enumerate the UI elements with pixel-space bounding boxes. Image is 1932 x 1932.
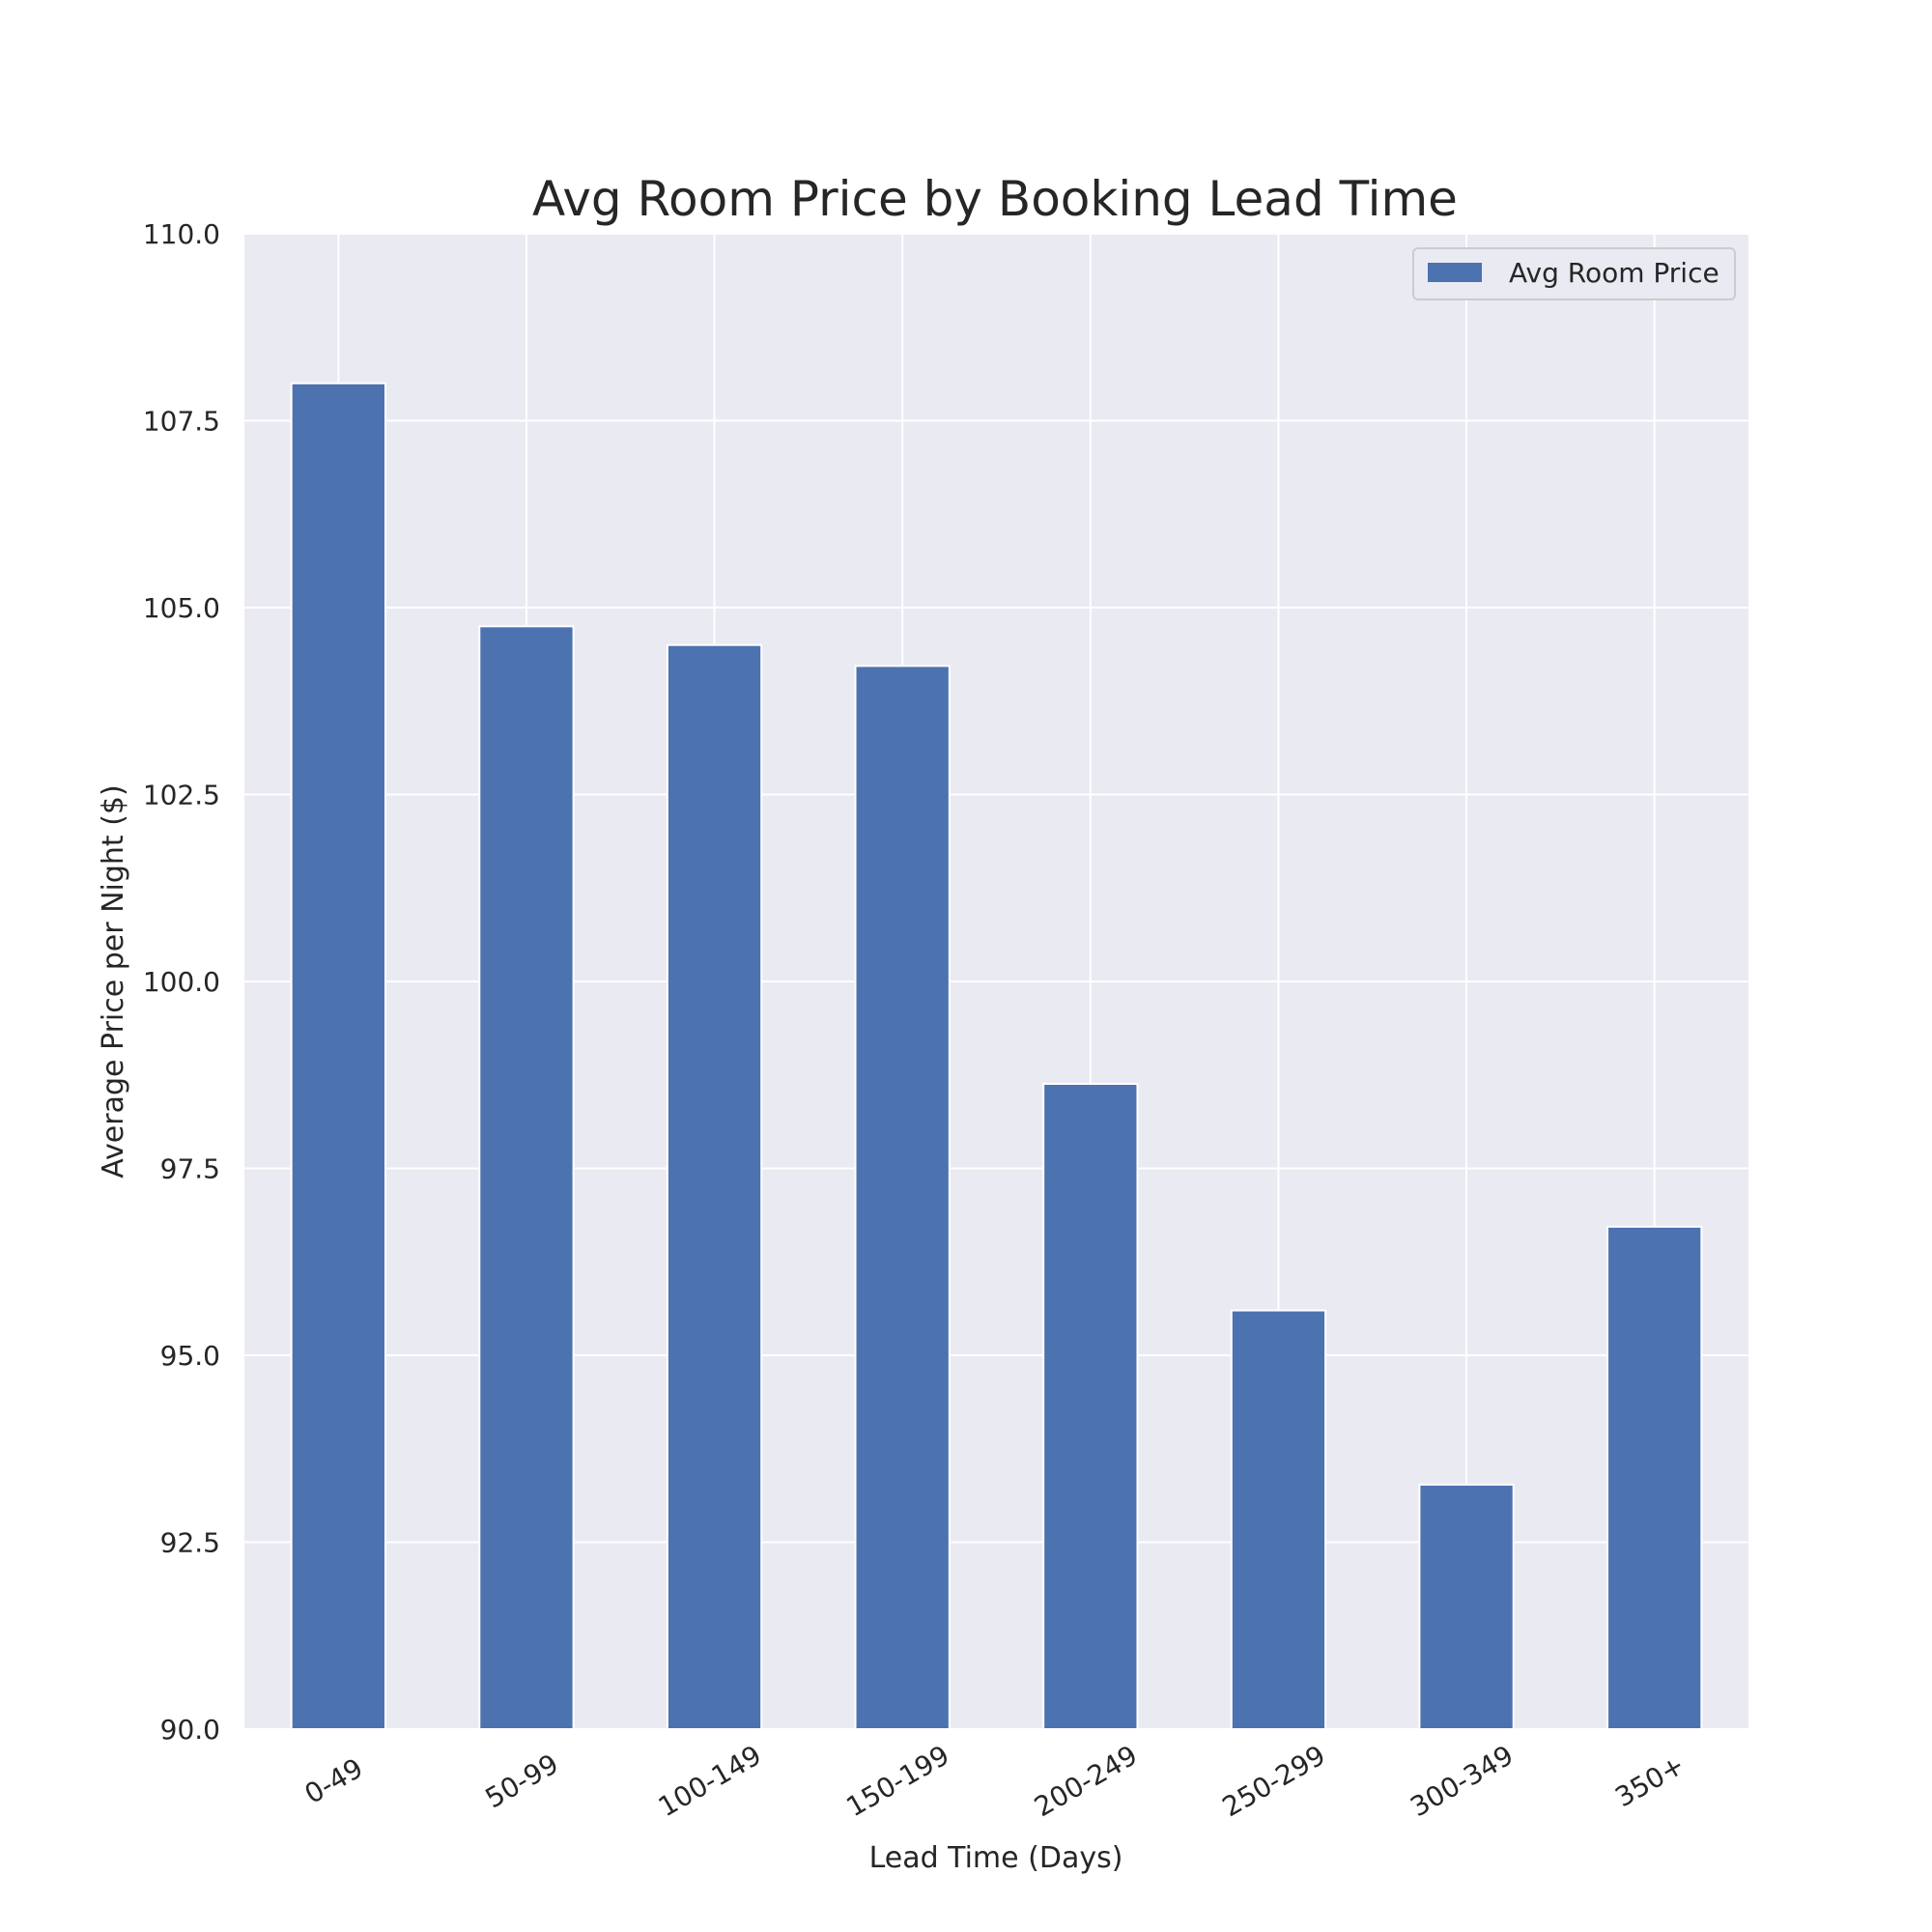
- y-tick-label: 110.0: [143, 218, 220, 250]
- chart-title: Avg Room Price by Booking Lead Time: [532, 171, 1458, 227]
- y-tick-label: 95.0: [160, 1340, 220, 1372]
- y-axis-label: Average Price per Night ($): [97, 784, 130, 1178]
- x-tick-label: 100-149: [653, 1739, 767, 1823]
- bar-100-149: [666, 643, 763, 1731]
- y-tick-label: 90.0: [160, 1714, 220, 1746]
- x-axis-label: Lead Time (Days): [869, 1841, 1123, 1875]
- x-tick-label: 350+: [1609, 1748, 1690, 1813]
- x-tick-label: 300-349: [1405, 1739, 1519, 1823]
- legend-box: [1412, 247, 1736, 300]
- y-tick-label: 102.5: [143, 780, 220, 811]
- y-tick-label: 100.0: [143, 966, 220, 998]
- bar-200-249: [1042, 1083, 1139, 1730]
- legend-swatch: [1428, 263, 1482, 282]
- x-tick-label: 0-49: [299, 1752, 369, 1810]
- x-tick-label: 250-299: [1217, 1739, 1331, 1823]
- y-tick-label: 107.5: [143, 406, 220, 438]
- bar-0-49: [290, 382, 386, 1730]
- y-axis-ticks: 90.0 92.5 95.0 97.5 100.0 102.5 105.0 107.5 110.…: [143, 218, 220, 1746]
- bar-250-299: [1230, 1309, 1327, 1731]
- legend-label: Avg Room Price: [1509, 257, 1719, 289]
- bar-150-199: [854, 665, 951, 1731]
- bar-300-349: [1418, 1483, 1515, 1730]
- legend: Avg Room Price: [1412, 247, 1736, 300]
- bars: [290, 382, 1703, 1731]
- y-tick-label: 97.5: [160, 1153, 220, 1185]
- y-tick-label: 92.5: [160, 1527, 220, 1559]
- x-tick-label: 50-99: [480, 1747, 564, 1814]
- y-tick-label: 105.0: [143, 592, 220, 624]
- bar-50-99: [478, 625, 575, 1730]
- x-tick-label: 200-249: [1029, 1739, 1143, 1823]
- x-axis-ticks: 0-49 50-99 100-149 150-199 200-249 250-299 300…: [299, 1739, 1690, 1823]
- bar-350+: [1606, 1225, 1703, 1730]
- x-tick-label: 150-199: [841, 1739, 955, 1823]
